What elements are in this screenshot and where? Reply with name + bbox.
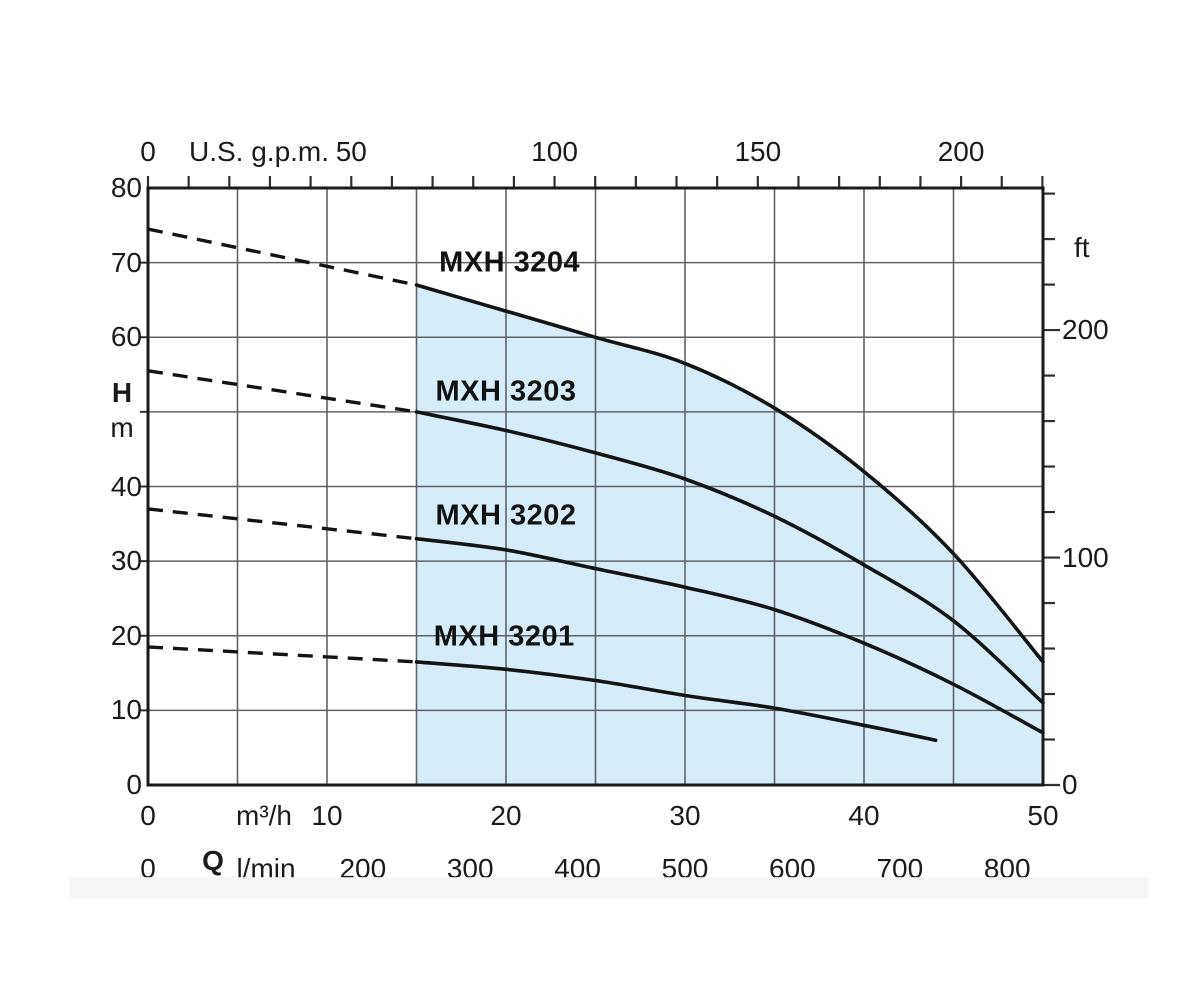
left-axis-unit-label: m xyxy=(110,412,134,443)
curve-label-mxh-3204: MXH 3204 xyxy=(439,246,581,279)
bottom-m3h-unit-label: m³/h xyxy=(236,800,292,831)
right-axis-tick-label-200: 200 xyxy=(1062,314,1109,346)
bottom-m3h-tick-label-40: 40 xyxy=(848,800,880,831)
top-axis-tick-label-100: 100 xyxy=(531,136,578,167)
bottom-m3h-tick-label-10: 10 xyxy=(311,800,343,831)
left-axis-tick-label-0: 0 xyxy=(126,769,142,800)
curve-dashed-mxh-3204 xyxy=(147,227,417,287)
left-axis-tick-label-30: 30 xyxy=(110,545,142,577)
left-axis-tick-label-70: 70 xyxy=(110,246,142,278)
left-axis-tick-label-60: 60 xyxy=(110,321,142,353)
bottom-m3h-tick-label-30: 30 xyxy=(669,800,701,831)
bottom-m3h-tick-label-0: 0 xyxy=(140,800,156,831)
curve-label-mxh-3203: MXH 3203 xyxy=(435,375,577,408)
bottom-m3h-tick-label-50: 50 xyxy=(1027,800,1059,831)
right-axis-tick-label-100: 100 xyxy=(1062,541,1109,573)
bottom-m3h-tick-label-20: 20 xyxy=(490,800,522,831)
curve-solid-mxh-3204 xyxy=(414,283,1045,664)
left-axis-tick-label-20: 20 xyxy=(110,619,142,651)
top-axis-tick-label-0: 0 xyxy=(140,136,156,167)
plot-border xyxy=(146,186,1045,787)
bottom-lmin-tick-label-0: 0 xyxy=(140,853,156,884)
flow-quantity-label: Q xyxy=(202,845,224,876)
top-axis-unit-label: U.S. g.p.m. xyxy=(188,136,330,167)
curve-label-mxh-3201: MXH 3201 xyxy=(433,620,575,653)
left-axis-tick-label-80: 80 xyxy=(110,172,142,203)
footer-strip xyxy=(70,877,1148,898)
right-axis-tick-label-0: 0 xyxy=(1062,769,1078,800)
shaded-operating-region xyxy=(416,285,1043,785)
top-axis-tick-label-200: 200 xyxy=(937,136,985,167)
curve-dashed-mxh-3203 xyxy=(147,369,417,414)
curve-solid-mxh-3201 xyxy=(414,660,938,742)
top-axis-tick-label-50: 50 xyxy=(335,136,367,167)
curve-label-mxh-3202: MXH 3202 xyxy=(435,499,577,532)
curve-dashed-mxh-3202 xyxy=(147,507,417,541)
curve-solid-mxh-3202 xyxy=(414,536,1045,735)
curve-dashed-mxh-3201 xyxy=(147,645,417,664)
right-axis-unit-label: ft xyxy=(1074,232,1090,263)
left-axis-tick-label-40: 40 xyxy=(110,470,142,502)
top-axis-tick-label-150: 150 xyxy=(734,136,782,167)
curve-solid-mxh-3203 xyxy=(414,410,1045,705)
left-axis-quantity-label: H xyxy=(111,377,133,408)
left-axis-tick-label-10: 10 xyxy=(110,694,142,726)
